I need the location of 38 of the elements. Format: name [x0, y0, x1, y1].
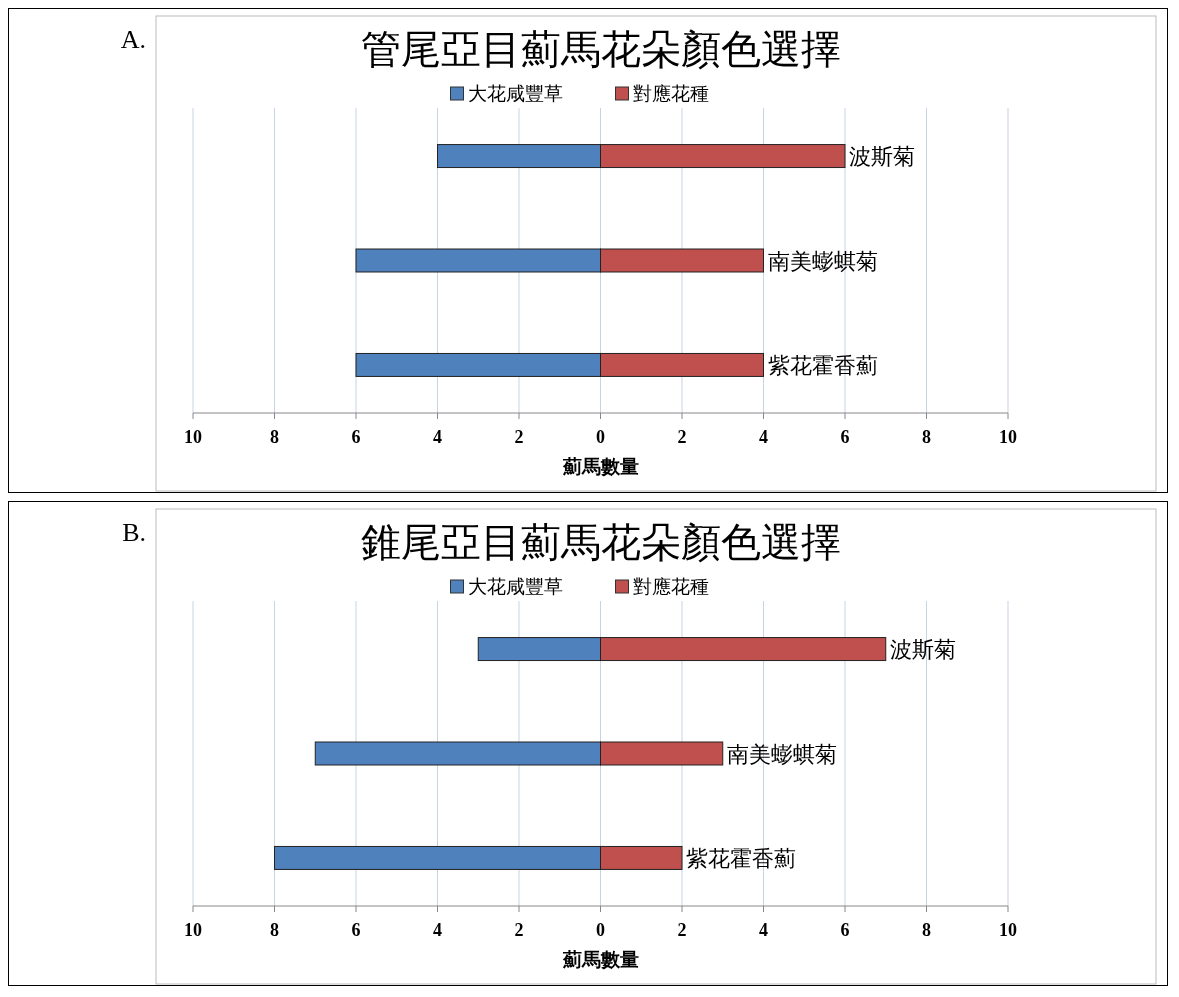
legend-label: 大花咸豐草 — [467, 575, 563, 597]
x-tick-label: 8 — [270, 427, 279, 447]
x-tick-label: 6 — [351, 920, 361, 940]
legend-label: 對應花種 — [632, 82, 709, 104]
x-tick-label: 2 — [514, 920, 524, 940]
x-tick-label: 2 — [677, 920, 687, 940]
x-tick-label: 4 — [759, 427, 768, 447]
x-tick-label: 6 — [840, 920, 850, 940]
x-tick-label: 10 — [184, 920, 202, 940]
text: B. — [122, 518, 146, 547]
x-axis-title: 薊馬數量 — [561, 948, 639, 970]
x-tick-label: 6 — [351, 427, 361, 447]
legend-label: 對應花種 — [632, 575, 709, 597]
chart-title: 錐尾亞目薊馬花朵顏色選擇 — [360, 519, 841, 565]
x-tick-label: 10 — [999, 920, 1017, 940]
x-tick-label: 2 — [514, 427, 524, 447]
y-tick-label: 南美蟛蜞菊 — [767, 248, 878, 274]
chart-title: 管尾亞目薊馬花朵顏色選擇 — [360, 26, 841, 72]
x-axis-title: 薊馬數量 — [561, 455, 639, 477]
y-tick-label: 波斯菊 — [889, 637, 956, 663]
y-tick-label: 紫花霍香薊 — [767, 352, 878, 378]
x-tick-label: 4 — [433, 427, 442, 447]
x-tick-label: 0 — [596, 427, 605, 447]
x-tick-label: 8 — [270, 920, 279, 940]
x-tick-label: 8 — [922, 920, 931, 940]
legend-label: 大花咸豐草 — [467, 82, 563, 104]
y-tick-label: 波斯菊 — [849, 144, 915, 170]
text: A. — [120, 25, 146, 54]
y-tick-label: 紫花霍香薊 — [686, 845, 796, 871]
x-tick-label: 0 — [596, 920, 605, 940]
x-tick-label: 6 — [840, 427, 850, 447]
x-tick-label: 10 — [999, 427, 1017, 447]
x-tick-label: 4 — [433, 920, 442, 940]
x-tick-label: 4 — [759, 920, 768, 940]
x-tick-label: 10 — [184, 427, 202, 447]
y-tick-label: 南美蟛蜞菊 — [726, 741, 837, 767]
x-tick-label: 2 — [677, 427, 687, 447]
x-tick-label: 8 — [922, 427, 931, 447]
